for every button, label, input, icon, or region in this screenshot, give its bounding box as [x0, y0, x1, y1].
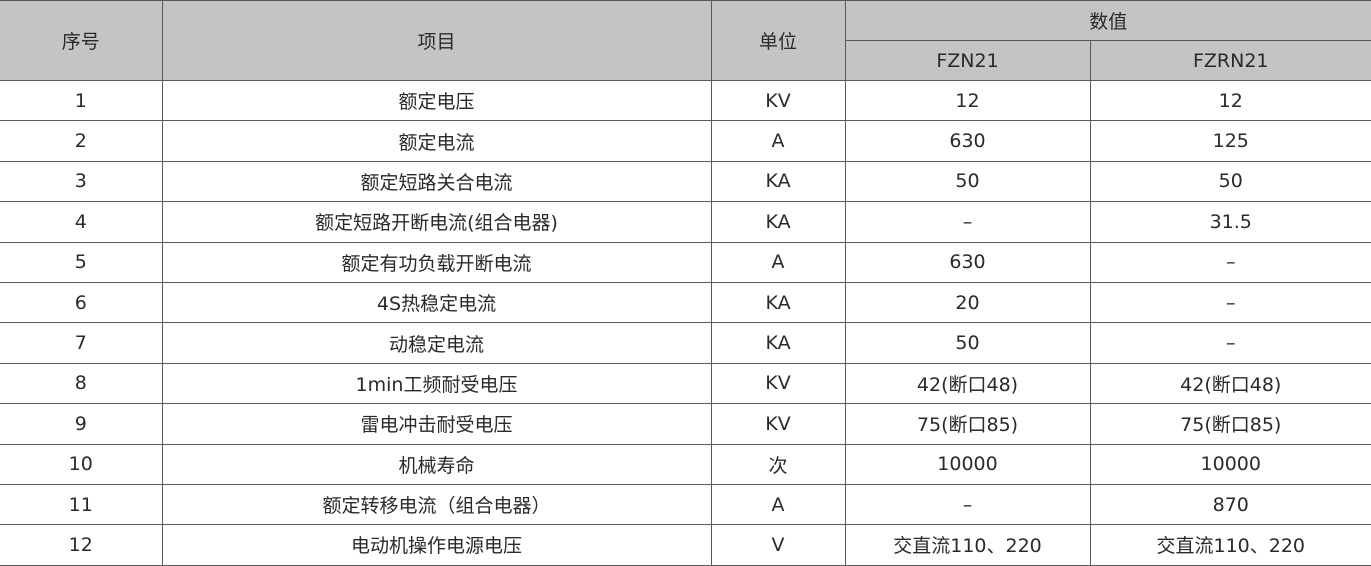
header-index: 序号: [0, 0, 163, 81]
table-row: 2 额定电流 A 630 125: [0, 120, 1371, 162]
cell-unit: V: [710, 524, 846, 566]
table-row: 10 机械寿命次 10000 10000: [0, 443, 1371, 485]
cell-fzn21: 630: [844, 241, 1091, 283]
cell-fzrn21: –: [1089, 281, 1371, 324]
cell-fzrn21: 50: [1089, 160, 1371, 203]
cell-item: 机械寿命: [161, 443, 712, 485]
cell-fzn21: 20: [844, 281, 1091, 324]
cell-fzrn21: 75(断口85): [1089, 403, 1371, 445]
cell-index: 4: [0, 201, 163, 243]
table-row: 12 电动机操作电源电压 V 交直流110、220 交直流110、220: [0, 524, 1371, 566]
cell-index: 6: [0, 281, 163, 324]
cell-index: 11: [0, 483, 163, 526]
cell-unit: 次: [710, 443, 846, 485]
cell-index: 3: [0, 160, 163, 203]
cell-fzn21: –: [844, 201, 1091, 243]
cell-item: 4S热稳定电流: [161, 281, 712, 324]
cell-fzrn21: 42(断口48): [1089, 362, 1371, 405]
cell-fzrn21: 交直流110、220: [1089, 524, 1371, 566]
table-row: 6 4S热稳定电流 KA 20–: [0, 281, 1371, 324]
cell-item: 额定有功负载开断电流: [161, 241, 712, 283]
table-row: 8 1min工频耐受电压 KV 42(断口48) 42(断口48): [0, 362, 1371, 405]
cell-fzn21: 50: [844, 322, 1091, 364]
cell-index: 12: [0, 524, 163, 566]
cell-unit: KV: [710, 79, 846, 122]
cell-index: 10: [0, 443, 163, 485]
cell-unit: KV: [710, 403, 846, 445]
cell-item: 雷电冲击耐受电压: [161, 403, 712, 445]
cell-unit: KA: [710, 201, 846, 243]
cell-fzn21: 12: [844, 79, 1091, 122]
cell-unit: A: [710, 120, 846, 162]
cell-index: 1: [0, 79, 163, 122]
cell-item: 额定转移电流（组合电器）: [161, 483, 712, 526]
table-row: 3 额定短路关合电流 KA 50 50: [0, 160, 1371, 203]
cell-fzrn21: 125: [1089, 120, 1371, 162]
cell-fzn21: –: [844, 483, 1091, 526]
cell-fzn21: 10000: [844, 443, 1091, 485]
cell-fzrn21: 12: [1089, 79, 1371, 122]
header-values: 数值: [844, 0, 1371, 41]
cell-index: 5: [0, 241, 163, 283]
cell-fzrn21: 10000: [1089, 443, 1371, 485]
cell-fzn21: 50: [844, 160, 1091, 203]
cell-item: 动稳定电流: [161, 322, 712, 364]
table-row: 5 额定有功负载开断电流 A 630–: [0, 241, 1371, 283]
table-row: 1 额定电压 KV 12 12: [0, 79, 1371, 122]
cell-item: 额定短路开断电流(组合电器): [161, 201, 712, 243]
cell-unit: KV: [710, 362, 846, 405]
cell-item: 额定电压: [161, 79, 712, 122]
table-row: 9 雷电冲击耐受电压 KV 75(断口85) 75(断口85): [0, 403, 1371, 445]
cell-item: 额定电流: [161, 120, 712, 162]
cell-fzrn21: –: [1089, 241, 1371, 283]
cell-item: 电动机操作电源电压: [161, 524, 712, 566]
cell-fzn21: 交直流110、220: [844, 524, 1091, 566]
cell-index: 8: [0, 362, 163, 405]
cell-item: 1min工频耐受电压: [161, 362, 712, 405]
cell-fzrn21: –: [1089, 322, 1371, 364]
cell-fzn21: 42(断口48): [844, 362, 1091, 405]
cell-unit: A: [710, 483, 846, 526]
cell-fzrn21: 31.5: [1089, 201, 1371, 243]
cell-item: 额定短路关合电流: [161, 160, 712, 203]
cell-index: 7: [0, 322, 163, 364]
table-row: 4 额定短路开断电流(组合电器) KA –31.5: [0, 201, 1371, 243]
header-model-fzn21: FZN21: [845, 40, 1091, 81]
header-model-fzrn21: FZRN21: [1089, 40, 1371, 81]
cell-unit: KA: [710, 281, 846, 324]
cell-fzrn21: 870: [1089, 483, 1371, 526]
cell-index: 2: [0, 120, 163, 162]
header-item: 项目: [161, 0, 712, 81]
cell-unit: KA: [710, 160, 846, 203]
cell-unit: A: [710, 241, 846, 283]
cell-index: 9: [0, 403, 163, 445]
cell-unit: KA: [710, 322, 846, 364]
table-row: 11 额定转移电流（组合电器） A –870: [0, 483, 1371, 526]
header-unit: 单位: [710, 0, 846, 81]
cell-fzn21: 75(断口85): [844, 403, 1091, 445]
cell-fzn21: 630: [844, 120, 1091, 162]
table-row: 7 动稳定电流 KA 50–: [0, 322, 1371, 364]
